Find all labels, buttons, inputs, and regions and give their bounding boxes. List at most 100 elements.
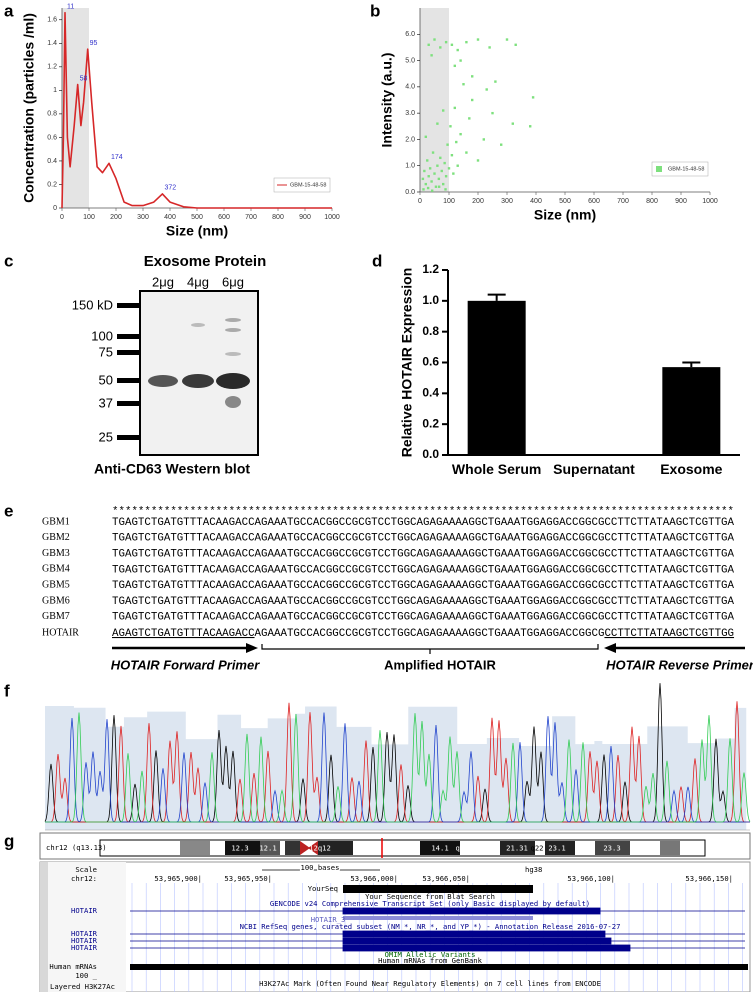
point (500, 143, 503, 146)
point (452, 172, 455, 175)
point (450, 43, 454, 46)
seq-name: GBM2 (42, 532, 70, 543)
point (430, 189, 434, 192)
legend-box (273, 177, 331, 193)
y-tick-label: 0.6 (47, 134, 57, 141)
track-label: Layered H3K27Ac (50, 982, 115, 991)
y-axis-label: Intensity (a.u.) (379, 53, 395, 148)
consensus: ****************************************… (112, 506, 734, 518)
sequence: TGAGTCTGATGTTTACAAGACCAGAAATGCCACGGCCGCG… (112, 517, 735, 529)
coordinate: 53,965,950| (224, 874, 272, 883)
x-tick-label: 1000 (702, 198, 718, 205)
point (485, 88, 488, 91)
point (465, 151, 468, 154)
x-tick-label: 700 (245, 214, 257, 221)
band-label: 21.31 (506, 844, 528, 853)
x-tick-label: 600 (218, 214, 230, 221)
blot-caption: Anti-CD63 Western blot (94, 461, 250, 477)
point (482, 138, 485, 141)
marker-label: 150 kD (72, 297, 113, 312)
x-axis-label: Size (nm) (166, 223, 228, 239)
marker-label: 25 (99, 429, 113, 444)
band-label: 23.1 (548, 844, 565, 853)
seq-name: GBM6 (42, 595, 70, 606)
point (437, 185, 441, 188)
point (447, 167, 451, 170)
panel-letter: g (4, 831, 14, 850)
band-label: 12.3 (231, 844, 248, 853)
sequence: TGAGTCTGATGTTTACAAGACCAGAAATGCCACGGCCGCG… (112, 564, 735, 576)
point (453, 64, 456, 68)
blot-title: Exosome Protein (144, 253, 267, 270)
point (424, 135, 427, 138)
coordinate: 53,966,050| (422, 874, 470, 883)
point (439, 46, 442, 49)
scale-label: Scale (75, 865, 97, 874)
legend-label: GBM-15-48-58 (290, 182, 326, 188)
x-tick-label: 500 (191, 214, 203, 221)
band-label: 14.1 (431, 844, 448, 853)
panel-letter: c (4, 251, 13, 270)
sequence: TGAGTCTGATGTTTACAAGACCAGAAATGCCACGGCCGCG… (112, 580, 735, 592)
seq-name: HOTAIR (42, 627, 79, 638)
track-title: GENCODE v24 Comprehensive Transcript Set… (270, 899, 590, 908)
point (465, 40, 468, 44)
point (459, 132, 462, 136)
legend-label: GBM-15-48-58 (668, 166, 704, 172)
point (433, 172, 436, 175)
legend-box (651, 161, 709, 177)
peak-label: 174 (111, 154, 123, 161)
x-tick-label: 300 (137, 214, 149, 221)
position-label: chr12 (q13.13) (46, 843, 107, 852)
panel-letter: a (4, 1, 14, 20)
y-tick-label: 0.2 (422, 416, 439, 430)
marker-label: 100 (91, 328, 113, 343)
coordinate: 53,966,000| (350, 874, 398, 883)
bar (467, 300, 526, 455)
point (442, 182, 445, 186)
peak-label: 11 (67, 4, 74, 11)
x-tick-label: 400 (530, 198, 542, 205)
y-tick-label: 0 (53, 205, 57, 212)
y-tick-label: 0.2 (47, 181, 57, 188)
point (511, 122, 514, 125)
point (456, 164, 459, 167)
y-tick-label: 1.2 (47, 64, 57, 71)
y-tick-label: 1 (53, 87, 57, 94)
panel-letter: d (372, 251, 382, 270)
seq-name: GBM4 (42, 564, 70, 575)
point (453, 106, 456, 110)
band-label: 12.1 (259, 844, 276, 853)
point (426, 159, 429, 162)
point (471, 98, 474, 102)
point (434, 185, 438, 188)
point (444, 175, 448, 178)
coordinate: 53,965,900| (154, 874, 202, 883)
x-tick-label: 600 (588, 198, 600, 205)
y-tick-label: 2.0 (405, 136, 415, 143)
y-tick-label: 4.0 (405, 84, 415, 91)
primer-seq: CCTTCTTATAAGCTCGTTGG (604, 628, 734, 640)
point (468, 117, 471, 120)
point (446, 143, 449, 146)
panel-letter: e (4, 501, 13, 520)
point (450, 154, 454, 157)
seq-name: GBM1 (42, 516, 70, 527)
point (439, 156, 442, 160)
y-tick-label: 1.4 (47, 40, 57, 47)
seq-name: GBM3 (42, 548, 70, 559)
peak-label: 95 (90, 40, 98, 47)
x-tick-label: 200 (472, 198, 484, 205)
point (433, 38, 436, 41)
peak-label: 58 (80, 75, 88, 82)
point (431, 151, 435, 154)
point (436, 122, 439, 125)
coordinate: 53,966,150| (685, 874, 733, 883)
point (424, 182, 427, 186)
reference-sequence: AGAGTCTGATGTTTACAAGACCAGAAATGCCACGGCCGCG… (112, 628, 734, 640)
x-tick-label: 300 (501, 198, 513, 205)
point (423, 169, 426, 173)
x-tick-label: 800 (272, 214, 284, 221)
primer-seq: AGAGTCTGATGTTTACAAGACC (112, 628, 255, 640)
